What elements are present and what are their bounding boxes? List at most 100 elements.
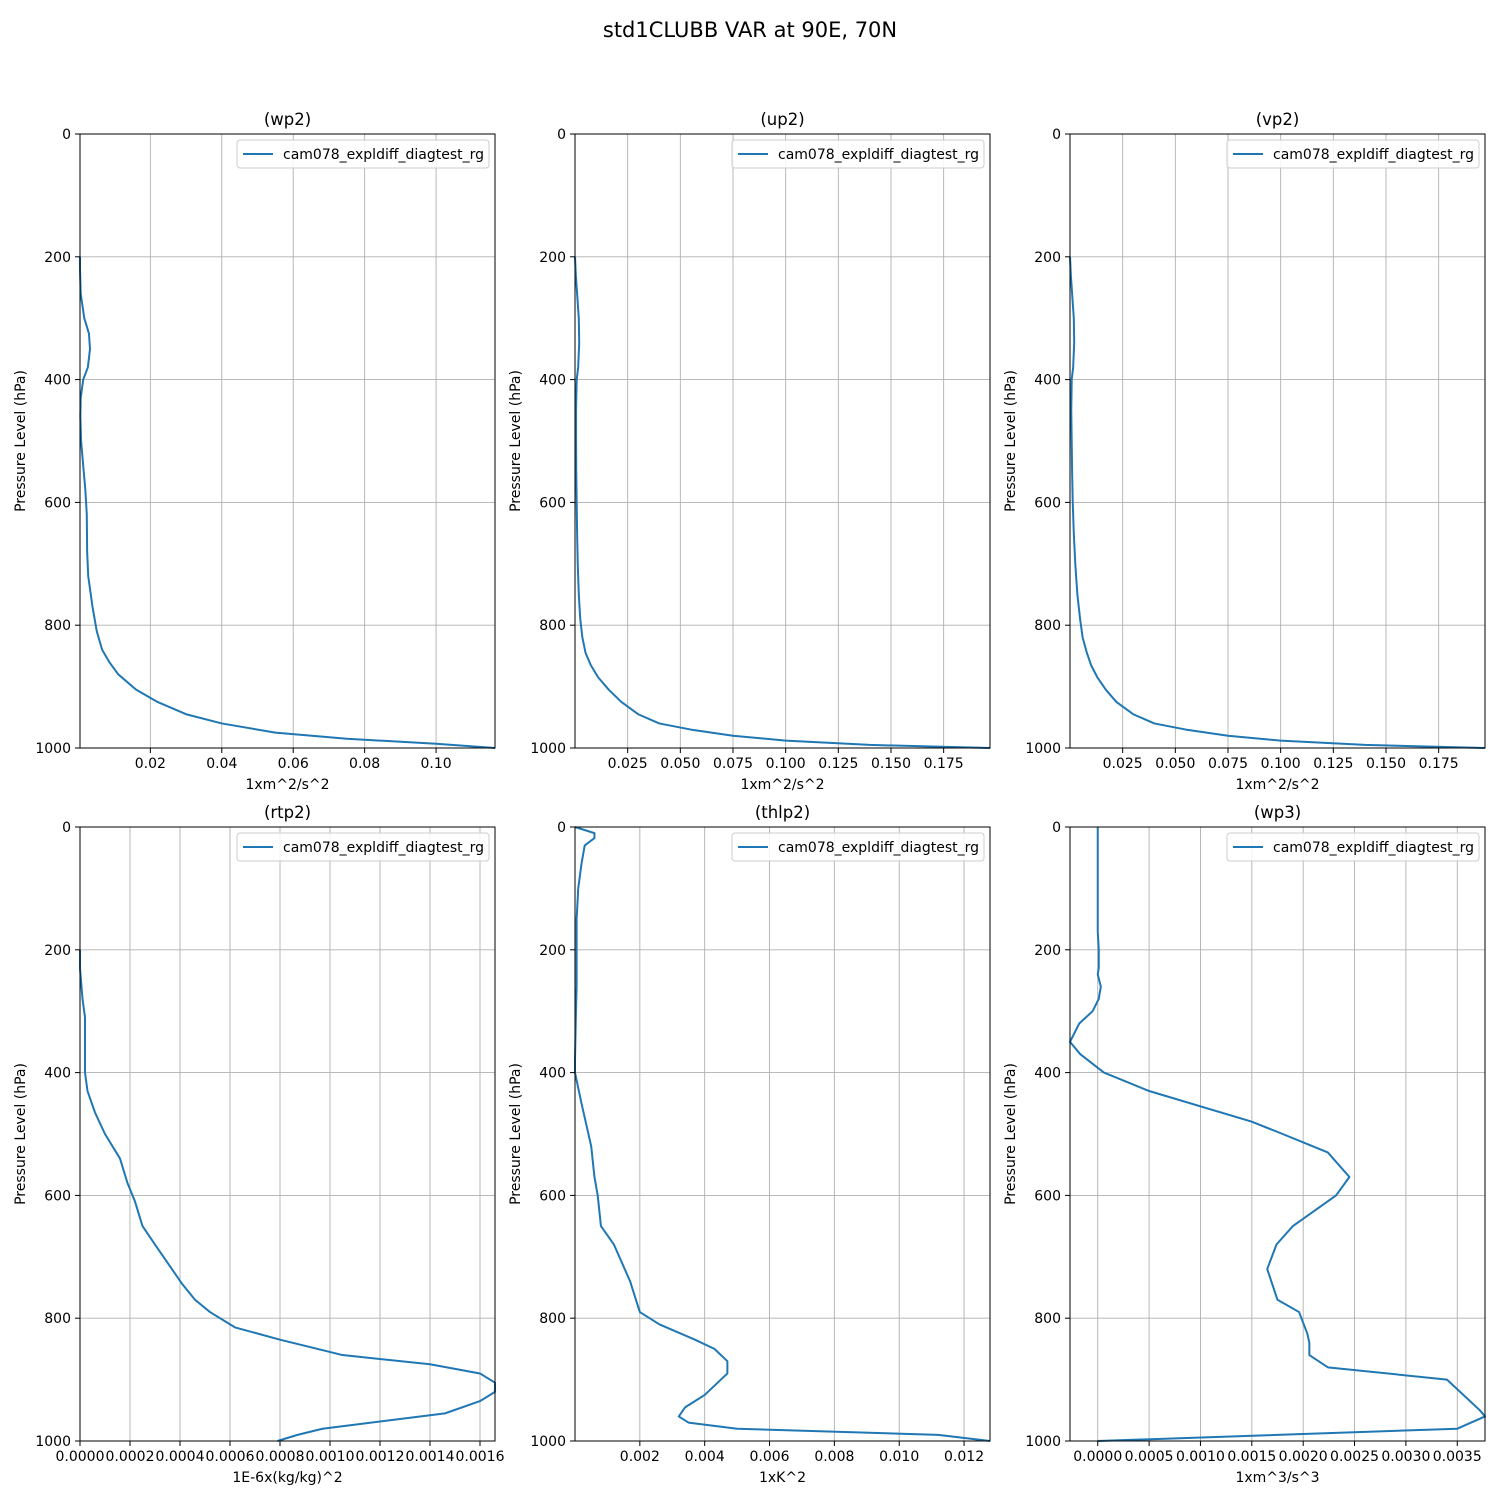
y-tick-label: 400 (44, 1066, 71, 1082)
y-tick-label: 400 (1034, 1066, 1061, 1082)
series-line (1069, 827, 1486, 1442)
legend-box (1226, 139, 1480, 169)
legend: cam078_expldiff_diagtest_rg (731, 832, 985, 862)
x-tick-label: 0.0030 (1381, 1449, 1430, 1465)
y-tick-label: 800 (44, 618, 71, 634)
y-tick-label: 600 (539, 1188, 566, 1204)
legend-label: cam078_expldiff_diagtest_rg (1273, 147, 1474, 163)
x-axis-label: 1xm^2/s^2 (740, 777, 824, 793)
y-tick-label: 400 (44, 373, 71, 389)
subplot-rtp2: 0.0000 0.0002 0.0004 0.0006 0.0008 0.0010 0.00… (13, 803, 505, 1486)
y-tick-label: 800 (1034, 1311, 1061, 1327)
x-tick-label: 0.06 (278, 756, 309, 772)
y-axis-label: Pressure Level (hPa) (1003, 1063, 1019, 1205)
x-tick-label: 0.0035 (1433, 1449, 1482, 1465)
y-tick-label: 600 (539, 495, 566, 511)
y-tick-label: 1000 (1025, 741, 1061, 757)
legend-label: cam078_expldiff_diagtest_rg (1273, 840, 1474, 856)
y-tick-label: 0 (62, 127, 71, 143)
x-tick-label: 0.006 (749, 1449, 789, 1465)
y-tick-label: 400 (539, 373, 566, 389)
plot-frame (574, 133, 991, 749)
y-tick-label: 600 (44, 495, 71, 511)
y-tick-label: 1000 (1025, 1434, 1061, 1450)
x-tick-label: 0.0000 (56, 1449, 105, 1465)
legend: cam078_expldiff_diagtest_rg (1226, 832, 1480, 862)
legend-label: cam078_expldiff_diagtest_rg (778, 147, 979, 163)
subplot-thlp2: 0.002 0.004 0.006 0.008 0.010 0.012 0 200 400 600… (508, 803, 991, 1486)
x-tick-label: 0.175 (924, 756, 964, 772)
x-tick-label: 0.0015 (1227, 1449, 1276, 1465)
x-tick-label: 0.0012 (356, 1449, 405, 1465)
x-tick-label: 0.0016 (456, 1449, 505, 1465)
x-tick-label: 0.0010 (306, 1449, 355, 1465)
legend-label: cam078_expldiff_diagtest_rg (283, 147, 484, 163)
plot-frame (1069, 826, 1486, 1442)
y-tick-label: 600 (44, 1188, 71, 1204)
series-line (574, 826, 991, 1442)
x-axis-label: 1xm^2/s^2 (245, 777, 329, 793)
legend-box (731, 832, 985, 862)
x-tick-label: 0.0008 (256, 1449, 305, 1465)
plot-frame (79, 133, 496, 749)
y-tick-label: 600 (1034, 1188, 1061, 1204)
y-axis-label: Pressure Level (hPa) (508, 1063, 524, 1205)
x-tick-label: 0.0002 (106, 1449, 155, 1465)
y-tick-label: 800 (1034, 618, 1061, 634)
y-tick-label: 0 (62, 820, 71, 836)
subplot-title: (rtp2) (264, 803, 311, 822)
legend-box (236, 139, 490, 169)
legend-box (1226, 832, 1480, 862)
legend-label: cam078_expldiff_diagtest_rg (283, 840, 484, 856)
x-tick-label: 0.150 (871, 756, 911, 772)
y-tick-label: 800 (44, 1311, 71, 1327)
plot-frame (1069, 133, 1486, 749)
y-tick-label: 200 (44, 250, 71, 266)
x-tick-label: 0.0014 (406, 1449, 455, 1465)
x-tick-label: 0.100 (1261, 756, 1301, 772)
y-axis-label: Pressure Level (hPa) (13, 1063, 29, 1205)
y-tick-label: 0 (1052, 820, 1061, 836)
x-tick-label: 0.08 (349, 756, 380, 772)
subplot-title: (wp3) (1254, 803, 1301, 822)
y-tick-label: 1000 (35, 1434, 71, 1450)
x-tick-label: 0.010 (879, 1449, 919, 1465)
x-tick-label: 0.008 (814, 1449, 854, 1465)
x-tick-label: 0.125 (1313, 756, 1353, 772)
x-tick-label: 0.175 (1419, 756, 1459, 772)
x-tick-label: 0.150 (1366, 756, 1406, 772)
x-axis-label: 1xm^3/s^3 (1235, 1470, 1319, 1486)
y-tick-label: 200 (44, 943, 71, 959)
y-tick-label: 0 (1052, 127, 1061, 143)
subplot-wp2: 0.02 0.04 0.06 0.08 0.10 0 200 400 600 800 1000 (wp… (13, 110, 496, 793)
subplot-title: (up2) (760, 110, 804, 129)
y-axis-label: Pressure Level (hPa) (1003, 370, 1019, 512)
x-tick-label: 0.025 (608, 756, 648, 772)
series-line (79, 949, 496, 1442)
legend-box (236, 832, 490, 862)
subplot-title: (vp2) (1256, 110, 1300, 129)
legend-box (731, 139, 985, 169)
y-tick-label: 200 (539, 250, 566, 266)
x-tick-label: 0.0020 (1279, 1449, 1328, 1465)
series-line (79, 256, 496, 749)
x-tick-label: 0.002 (620, 1449, 660, 1465)
x-tick-label: 0.0004 (156, 1449, 205, 1465)
subplot-wp3: 0.0000 0.0005 0.0010 0.0015 0.0020 0.0025 0.00… (1003, 803, 1486, 1486)
y-axis-label: Pressure Level (hPa) (508, 370, 524, 512)
subplot-grid: 0.02 0.04 0.06 0.08 0.1002004006008001000(wp… (13, 110, 1486, 1486)
y-tick-label: 600 (1034, 495, 1061, 511)
x-axis-label: 1xK^2 (759, 1470, 806, 1486)
y-tick-label: 0 (557, 127, 566, 143)
y-tick-label: 200 (1034, 943, 1061, 959)
y-axis-label: Pressure Level (hPa) (13, 370, 29, 512)
x-tick-label: 0.125 (818, 756, 858, 772)
subplot-title: (wp2) (264, 110, 311, 129)
series-line (574, 256, 991, 749)
x-tick-label: 0.0010 (1176, 1449, 1225, 1465)
x-tick-label: 0.04 (206, 756, 237, 772)
x-tick-label: 0.0000 (1073, 1449, 1122, 1465)
y-tick-label: 200 (1034, 250, 1061, 266)
figure-title: std1CLUBB VAR at 90E, 70N (603, 18, 897, 42)
